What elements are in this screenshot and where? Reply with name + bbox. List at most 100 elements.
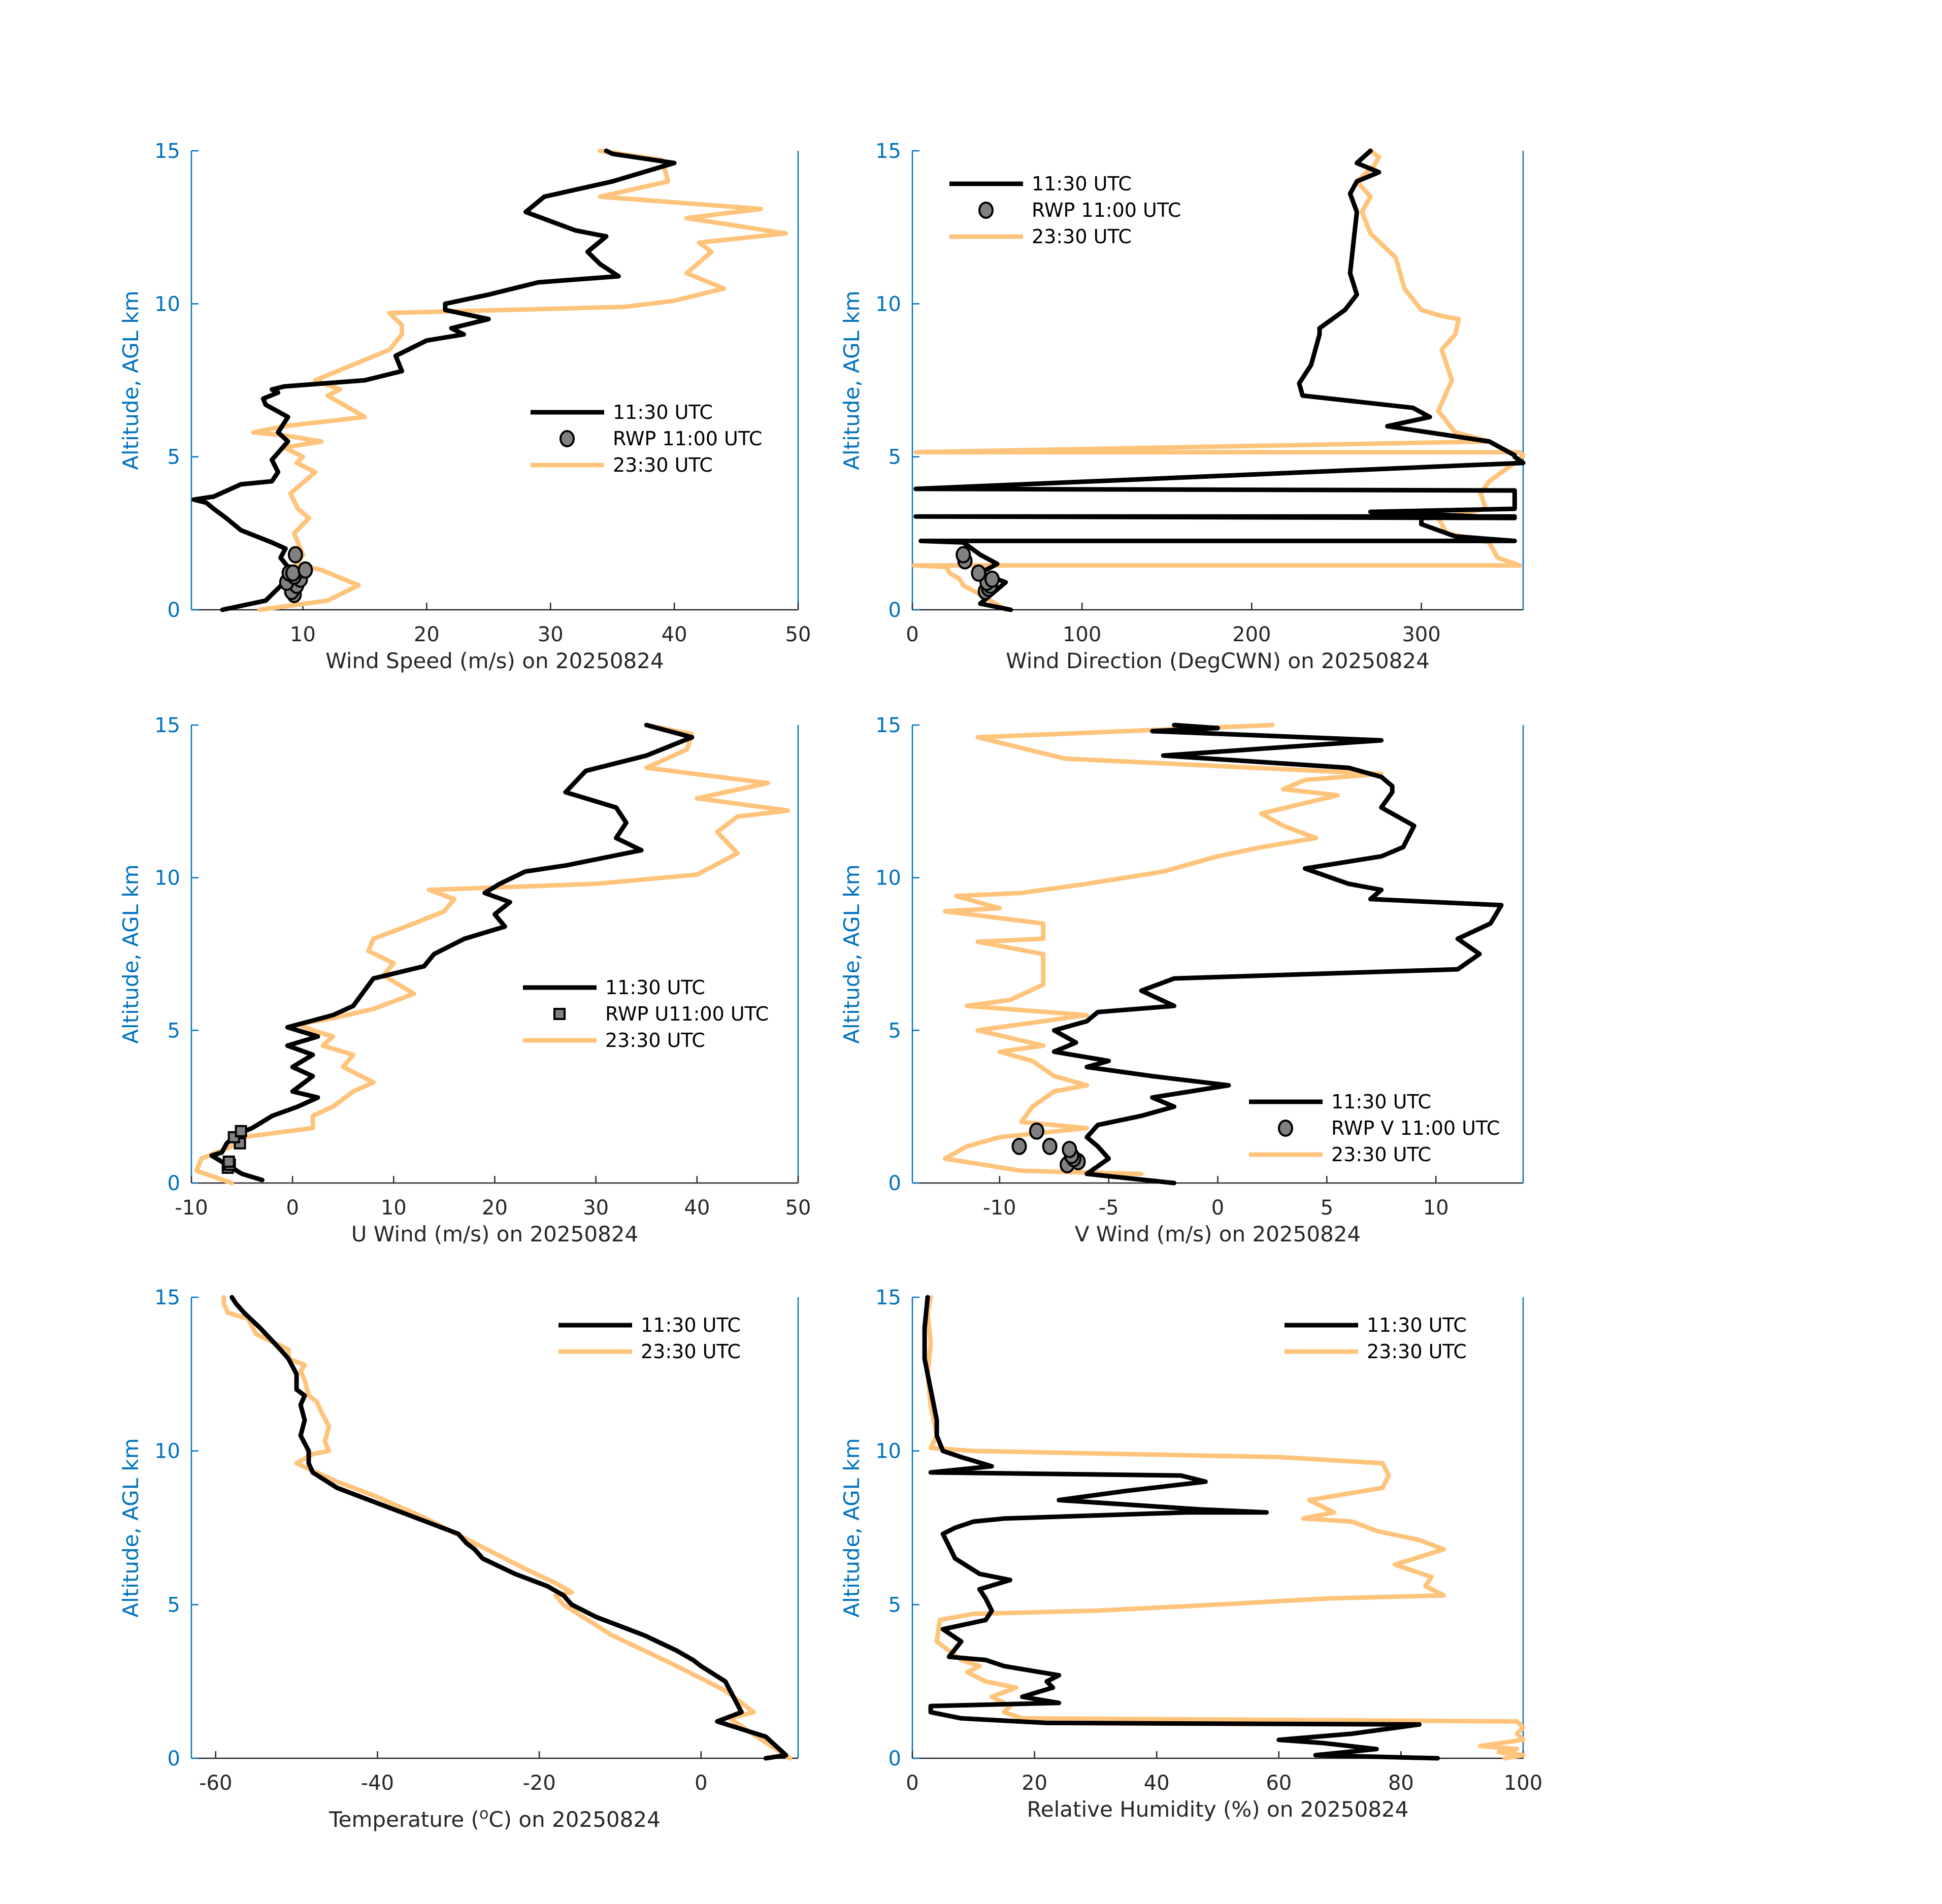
series-rwp-u11-00-utc	[221, 1125, 247, 1174]
series-line	[194, 723, 791, 1186]
series-11-30-utc	[191, 148, 677, 612]
data-point	[971, 564, 986, 582]
y-tick-label: 0	[888, 1172, 901, 1195]
y-tick-label: 5	[888, 446, 901, 469]
x-axis-label: V Wind (m/s) on 20250824	[1075, 1222, 1361, 1246]
y-axis-label: Altitude, AGL km	[839, 1438, 864, 1617]
y-axis-label: Altitude, AGL km	[118, 290, 143, 470]
y-axis-label: Altitude, AGL km	[118, 1438, 143, 1617]
y-tick-label: 15	[154, 714, 180, 737]
x-tick-label: 10	[290, 623, 316, 646]
legend-label: RWP 11:00 UTC	[613, 428, 762, 450]
y-tick-label: 15	[154, 1286, 180, 1309]
y-tick-label: 10	[875, 1440, 901, 1463]
y-tick-label: 10	[154, 292, 180, 316]
y-tick-label: 0	[888, 1747, 901, 1770]
legend-label: 23:30 UTC	[641, 1340, 741, 1363]
x-tick-label: -5	[1099, 1196, 1119, 1220]
legend-label: 23:30 UTC	[613, 454, 713, 476]
x-tick-label: -10	[983, 1196, 1016, 1220]
x-tick-label: 40	[1144, 1771, 1170, 1795]
y-tick-label: 0	[168, 1172, 180, 1195]
legend-label: RWP 11:00 UTC	[1032, 199, 1181, 221]
data-point	[1062, 1140, 1077, 1158]
legend-label: 23:30 UTC	[1032, 225, 1132, 248]
legend-label: 11:30 UTC	[1032, 173, 1132, 195]
x-tick-label: 30	[583, 1196, 609, 1220]
series-rwp-v-11-00-utc	[1011, 1122, 1086, 1173]
series-line	[942, 723, 1384, 1176]
series-23-30-utc	[925, 1295, 1526, 1761]
legend-label: 23:30 UTC	[1331, 1143, 1431, 1166]
legend-label: 23:30 UTC	[605, 1029, 705, 1052]
legend-label: 23:30 UTC	[1367, 1340, 1467, 1363]
series-line	[229, 1295, 788, 1761]
x-axis-label: Relative Humidity (%) on 20250824	[1027, 1797, 1409, 1822]
chart-temperature: 0 5 10 15 -60 -40 -20 0 Altitude, AGL km Temperat…	[118, 1286, 799, 1832]
series-23-30-utc	[221, 1295, 793, 1761]
x-tick-label: 0	[695, 1771, 707, 1795]
data-point	[235, 1125, 247, 1137]
data-point	[956, 546, 971, 564]
x-tick-label: 40	[662, 623, 687, 646]
y-tick-label: 10	[875, 867, 901, 890]
y-tick-label: 5	[168, 446, 180, 469]
y-axis-label: Altitude, AGL km	[839, 864, 864, 1043]
series-line	[922, 1295, 1440, 1761]
chart-v-wind: 0 5 10 15 -10 -5 0 5 10 Altitude, AGL km V Wind (m…	[839, 714, 1524, 1246]
series-11-30-utc	[209, 723, 695, 1183]
data-point	[287, 546, 303, 564]
series-line	[221, 1295, 793, 1761]
y-tick-label: 0	[168, 1747, 180, 1770]
x-tick-label: 10	[381, 1196, 407, 1220]
x-tick-label: 100	[1063, 623, 1101, 646]
data-point	[1029, 1122, 1044, 1140]
series-line	[251, 148, 788, 612]
series-11-30-utc	[922, 1295, 1440, 1761]
x-axis-label: Temperature (oC) on 20250824	[328, 1805, 661, 1832]
y-axis-label: Altitude, AGL km	[118, 864, 143, 1043]
x-tick-label: 0	[1211, 1196, 1224, 1220]
x-axis-label: Wind Speed (m/s) on 20250824	[325, 648, 664, 673]
x-tick-label: 0	[906, 623, 918, 646]
chart-wind-direction: 0 5 10 15 0 100 200 300 Altitude, AGL km Wind Dir…	[839, 140, 1526, 673]
x-axis-label: U Wind (m/s) on 20250824	[351, 1222, 639, 1246]
legend: 11:30 UTC 23:30 UTC	[558, 1314, 741, 1363]
x-tick-label: -10	[175, 1196, 208, 1220]
legend-marker	[1278, 1120, 1293, 1137]
y-tick-label: 10	[875, 292, 901, 316]
data-point	[1042, 1137, 1058, 1155]
series-11-30-utc	[229, 1295, 788, 1761]
legend-marker	[978, 202, 994, 219]
series-rwp-11-00-utc	[956, 546, 1000, 600]
x-axis-label: Wind Direction (DegCWN) on 20250824	[1006, 648, 1430, 673]
legend: 11:30 UTC RWP 11:00 UTC 23:30 UTC	[949, 173, 1181, 248]
x-tick-label: 100	[1504, 1771, 1542, 1795]
series-11-30-utc	[1051, 723, 1504, 1186]
series-line	[911, 148, 1526, 612]
y-tick-label: 5	[168, 1019, 180, 1042]
data-point	[298, 561, 313, 579]
x-tick-label: 10	[1423, 1196, 1449, 1220]
y-tick-label: 5	[168, 1593, 180, 1617]
chart-wind-speed: 0 5 10 15 10 20 30 40 50 Altitude, AGL km Wind Spe…	[118, 140, 811, 673]
series-23-30-utc	[194, 723, 791, 1186]
series-line	[925, 1295, 1526, 1761]
y-tick-label: 15	[875, 1286, 901, 1309]
series-line	[209, 723, 695, 1183]
series-line	[913, 148, 1526, 612]
x-tick-label: 20	[414, 623, 440, 646]
x-tick-label: -20	[522, 1771, 555, 1795]
data-point	[222, 1155, 235, 1168]
x-tick-label: 20	[1022, 1771, 1047, 1795]
x-tick-label: 80	[1388, 1771, 1414, 1795]
legend-label: 11:30 UTC	[641, 1314, 741, 1336]
y-tick-label: 15	[875, 714, 901, 737]
x-tick-label: 50	[785, 1196, 811, 1220]
legend: 11:30 UTC 23:30 UTC	[1285, 1314, 1467, 1363]
x-tick-label: 0	[906, 1771, 918, 1795]
x-tick-label: 300	[1402, 623, 1440, 646]
series-11-30-utc	[913, 148, 1526, 612]
